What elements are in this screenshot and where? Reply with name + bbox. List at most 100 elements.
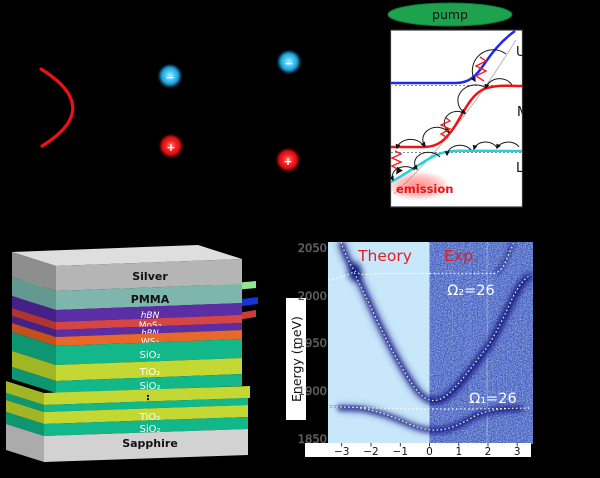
exp-streak: [452, 242, 453, 444]
layer-dots-band: [44, 386, 250, 405]
hole-icon: [159, 135, 183, 159]
ylabel-strip: [286, 298, 306, 420]
x-tick-label: 3: [514, 446, 521, 458]
relaxation-arc: [420, 126, 450, 148]
hbn-side-face: [12, 316, 56, 337]
upper-polariton-curve: [391, 30, 516, 85]
cavity-photon-curve: [39, 67, 75, 148]
dots-band-side-face: [6, 381, 44, 405]
electron-charge-label: −: [284, 57, 293, 70]
hbn-side-face: [12, 296, 56, 322]
layer-mos2: [56, 315, 242, 330]
relaxation-arc: [395, 138, 425, 150]
layer-tio2: [44, 405, 248, 424]
ws2-side-face: [12, 323, 56, 346]
relaxation-arc: [472, 141, 498, 151]
hole-blob: +: [276, 149, 300, 173]
middle-polariton-dotted: [328, 271, 532, 402]
x-axis-strip: [305, 443, 531, 457]
theory-label: Theory: [357, 247, 412, 265]
y-tick-label: 2050: [298, 241, 327, 255]
electron-blob: −: [158, 65, 182, 89]
relaxation-arc: [496, 141, 520, 150]
hole-charge-label: +: [283, 155, 292, 168]
layer-silver: [56, 259, 242, 291]
layer-sio2: [56, 339, 242, 365]
relaxation-arcs: [390, 49, 520, 182]
x-tick-label: −1: [393, 446, 408, 458]
layer-sapphire: [44, 429, 248, 462]
layer-hbn: [56, 303, 242, 322]
sio2-side-face: [6, 412, 44, 436]
y-tick-label: 1950: [298, 336, 327, 350]
hole-charge-label: +: [166, 141, 175, 154]
relaxation-arc: [470, 49, 507, 83]
sapphire-side-face: [6, 424, 44, 462]
layer-label: SiO₂: [139, 350, 160, 361]
layer-label: Sapphire: [122, 437, 178, 450]
relaxation-arc: [412, 151, 441, 170]
panel-exciton-cartoon: − + − +: [39, 51, 301, 173]
layer-label: Silver: [132, 270, 168, 283]
panel-relaxation-diagram: pump: [387, 2, 528, 208]
tio2-side-face: [12, 351, 56, 381]
exp-label: Exp.: [444, 247, 478, 265]
electron-charge-label: −: [165, 71, 174, 84]
electron-icon: [277, 51, 301, 75]
branch-label-middle: M: [517, 105, 528, 120]
layer-sio2: [56, 374, 242, 393]
y-axis-label: Energy (meV): [289, 316, 304, 402]
electron-blob: −: [277, 51, 301, 75]
sio2-side-face: [12, 367, 56, 393]
pump-label: pump: [432, 7, 468, 22]
x-tick-label: 1: [455, 446, 462, 458]
anticrossing-blob: [349, 263, 361, 281]
dbr-ellipsis: ⋮: [143, 393, 154, 406]
hole-icon: [276, 149, 300, 173]
emission-label: emission: [396, 182, 453, 196]
wavy-arrow: [474, 56, 488, 82]
y-tick-label: 1850: [298, 432, 327, 446]
relaxation-arc: [457, 84, 487, 114]
relaxation-arc: [443, 110, 466, 133]
branch-label-lower: L: [516, 161, 524, 176]
upper-polariton-dotted: [340, 242, 515, 276]
x-tick-label: −2: [363, 446, 378, 458]
y-tick-label: 2000: [298, 289, 327, 303]
fitted-dispersion-curves: [328, 242, 533, 431]
diagram-content: emission U M L: [390, 30, 528, 201]
layer-sio2-thin: [44, 398, 248, 412]
layer-ws2: [56, 330, 242, 346]
panel-dispersion: Energy (meV) 2050 2000 1950 1900 1850: [286, 241, 533, 458]
layer-label: PMMA: [131, 293, 170, 306]
layer-hbn2: [56, 323, 242, 337]
x-tick-label: −3: [334, 446, 349, 458]
x-tick-marks: [341, 443, 518, 447]
x-tick-label: 0: [426, 446, 433, 458]
layer-label: MoS₂: [139, 321, 162, 331]
photon-wavy-arrows: [390, 56, 488, 175]
panel-sample-stack: Silver PMMA hBN MoS₂ hBN WS₂ SiO₂ TiO₂ S: [6, 245, 258, 462]
x-tick-labels: −3 −2 −1 0 1 2 3: [334, 446, 521, 458]
tio2-side-face: [6, 400, 44, 424]
wavy-arrow: [390, 150, 403, 175]
lower-polariton-curve: [390, 149, 523, 184]
layer-label: TiO₂: [139, 367, 160, 378]
hole-blob: +: [159, 135, 183, 159]
emission-glow: [390, 171, 451, 201]
relaxation-arc: [444, 144, 472, 157]
rabi-splitting-1-label: Ω₁=26: [469, 391, 517, 407]
layer-pmma: [56, 284, 242, 310]
pmma-side-face: [12, 277, 56, 310]
layer-label: SiO₂: [139, 381, 160, 392]
layer-tio2: [56, 358, 242, 381]
pump-ellipse: [387, 2, 513, 27]
layer-sio2: [44, 417, 248, 436]
sio2-side-face: [6, 393, 44, 412]
layer-label: TiO₂: [139, 412, 160, 423]
relaxation-arc: [484, 78, 513, 90]
mos2-side-face: [12, 308, 56, 330]
x-tick-label: 2: [485, 446, 492, 458]
silver-side-face: [12, 252, 56, 291]
